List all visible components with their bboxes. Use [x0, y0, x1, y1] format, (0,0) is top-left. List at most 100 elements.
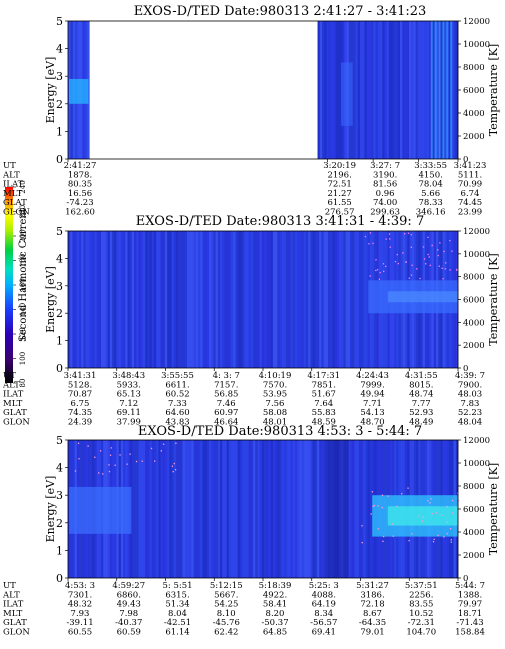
spectrogram-column: [198, 440, 201, 578]
panel-2: EXOS-D/TED Date:980313 3:41:31 - 4:39: 7…: [2, 214, 500, 428]
temperature-axis-label: Temperature [K]: [487, 463, 500, 555]
table-cell: 2196.: [327, 170, 351, 180]
spectrogram-column: [319, 21, 323, 159]
spectrogram-column: [250, 231, 254, 368]
temperature-point: [425, 263, 427, 265]
table-cell: 4:24:43: [356, 371, 389, 381]
spectrogram-column: [198, 231, 201, 368]
spectrogram-column: [333, 21, 336, 159]
spectrogram-column: [319, 231, 322, 368]
temperature-point: [364, 235, 367, 238]
temperature-tick-label: 2000: [463, 132, 485, 142]
spectrogram-column: [200, 231, 203, 368]
temperature-point: [172, 471, 174, 473]
temperature-point: [404, 233, 406, 235]
spectrogram-column: [272, 231, 276, 368]
temperature-point: [119, 454, 121, 456]
table-cell: 37.99: [117, 418, 141, 428]
spectrogram-column: [266, 440, 269, 578]
energy-tick-label: 4: [56, 43, 63, 56]
spectrogram-column: [330, 231, 333, 368]
spectrogram-column: [391, 21, 394, 159]
row-label: ILAT: [3, 390, 24, 400]
plasma-band: [387, 291, 458, 303]
colorbar-tick-label: 120: [19, 327, 27, 340]
row-label: GLAT: [3, 408, 27, 418]
temperature-point: [416, 268, 418, 270]
table-cell: 60.97: [214, 408, 238, 418]
temperature-tick-label: 4000: [463, 109, 485, 119]
table-cell: 78.04: [418, 180, 442, 190]
spectrogram-column: [253, 440, 256, 578]
spectrogram-column: [153, 231, 157, 368]
temperature-point: [78, 458, 80, 460]
table-cell: 7.56: [266, 399, 285, 409]
table-cell: 72.18: [360, 600, 384, 610]
spectrogram-column: [242, 440, 245, 578]
table-cell: 7.46: [217, 399, 236, 409]
temperature-point: [154, 460, 156, 462]
plasma-band: [69, 78, 89, 104]
row-label: ALT: [2, 380, 20, 390]
spectrogram-column: [204, 231, 208, 368]
row-label: ALT: [2, 590, 20, 600]
spectrogram-column: [76, 231, 80, 368]
temperature-point: [99, 450, 102, 452]
temperature-point: [429, 502, 431, 504]
temperature-point: [438, 265, 440, 267]
spectrogram-column: [248, 440, 252, 578]
table-cell: 1388.: [458, 590, 482, 600]
temperature-point: [449, 239, 451, 242]
spectrogram-column: [261, 231, 265, 368]
spectrogram-column: [259, 440, 263, 578]
table-cell: -56.57: [310, 618, 337, 628]
spectrogram-column: [151, 440, 155, 578]
table-cell: 2256.: [409, 590, 433, 600]
spectrogram-column: [242, 231, 245, 368]
spectrogram-column: [322, 21, 325, 159]
temperature-point: [162, 443, 165, 445]
table-cell: 7851.: [312, 380, 336, 390]
spectrogram-column: [281, 440, 285, 578]
table-cell: 5128.: [68, 380, 92, 390]
table-cell: 53.95: [263, 390, 287, 400]
temperature-point: [385, 238, 387, 240]
temperature-axis-label: Temperature [K]: [487, 44, 500, 136]
spectrogram-column: [314, 231, 318, 368]
spectrogram-column: [211, 231, 214, 368]
temperature-point: [381, 506, 383, 509]
spectrogram-column: [354, 231, 357, 368]
spectrogram-column: [413, 21, 416, 159]
table-cell: 18.71: [458, 609, 482, 619]
table-cell: 2:41:27: [64, 161, 97, 171]
spectrogram-column: [162, 440, 166, 578]
spectrogram-column: [279, 440, 282, 578]
temperature-point: [94, 456, 96, 458]
table-cell: 48.01: [263, 418, 287, 428]
temperature-point: [361, 525, 363, 527]
spectrogram-column: [156, 440, 159, 578]
spectrogram-column: [386, 21, 390, 159]
temperature-point: [150, 447, 153, 450]
spectrogram-column: [220, 231, 223, 368]
energy-tick-label: 5: [56, 225, 63, 238]
spectrogram-column: [310, 440, 313, 578]
spectrogram-column: [328, 231, 331, 368]
spectrogram-column: [259, 231, 263, 368]
spectrogram-column: [193, 440, 196, 578]
spectrogram-column: [365, 440, 368, 578]
spectrogram-column: [305, 231, 309, 368]
temperature-point: [446, 532, 448, 535]
spectrogram-column: [417, 21, 421, 159]
spectrogram-column: [330, 21, 334, 159]
spectrogram-column: [74, 231, 78, 368]
row-label: ILAT: [3, 180, 24, 190]
spectrogram-column: [182, 440, 185, 578]
spectrogram-column: [257, 440, 260, 578]
spectrogram-column: [435, 21, 439, 159]
temperature-point: [114, 464, 116, 466]
temperature-axis-label: Temperature [K]: [487, 253, 500, 345]
temperature-point: [422, 516, 424, 518]
temperature-point: [368, 243, 370, 245]
spectrogram-column: [299, 440, 302, 578]
